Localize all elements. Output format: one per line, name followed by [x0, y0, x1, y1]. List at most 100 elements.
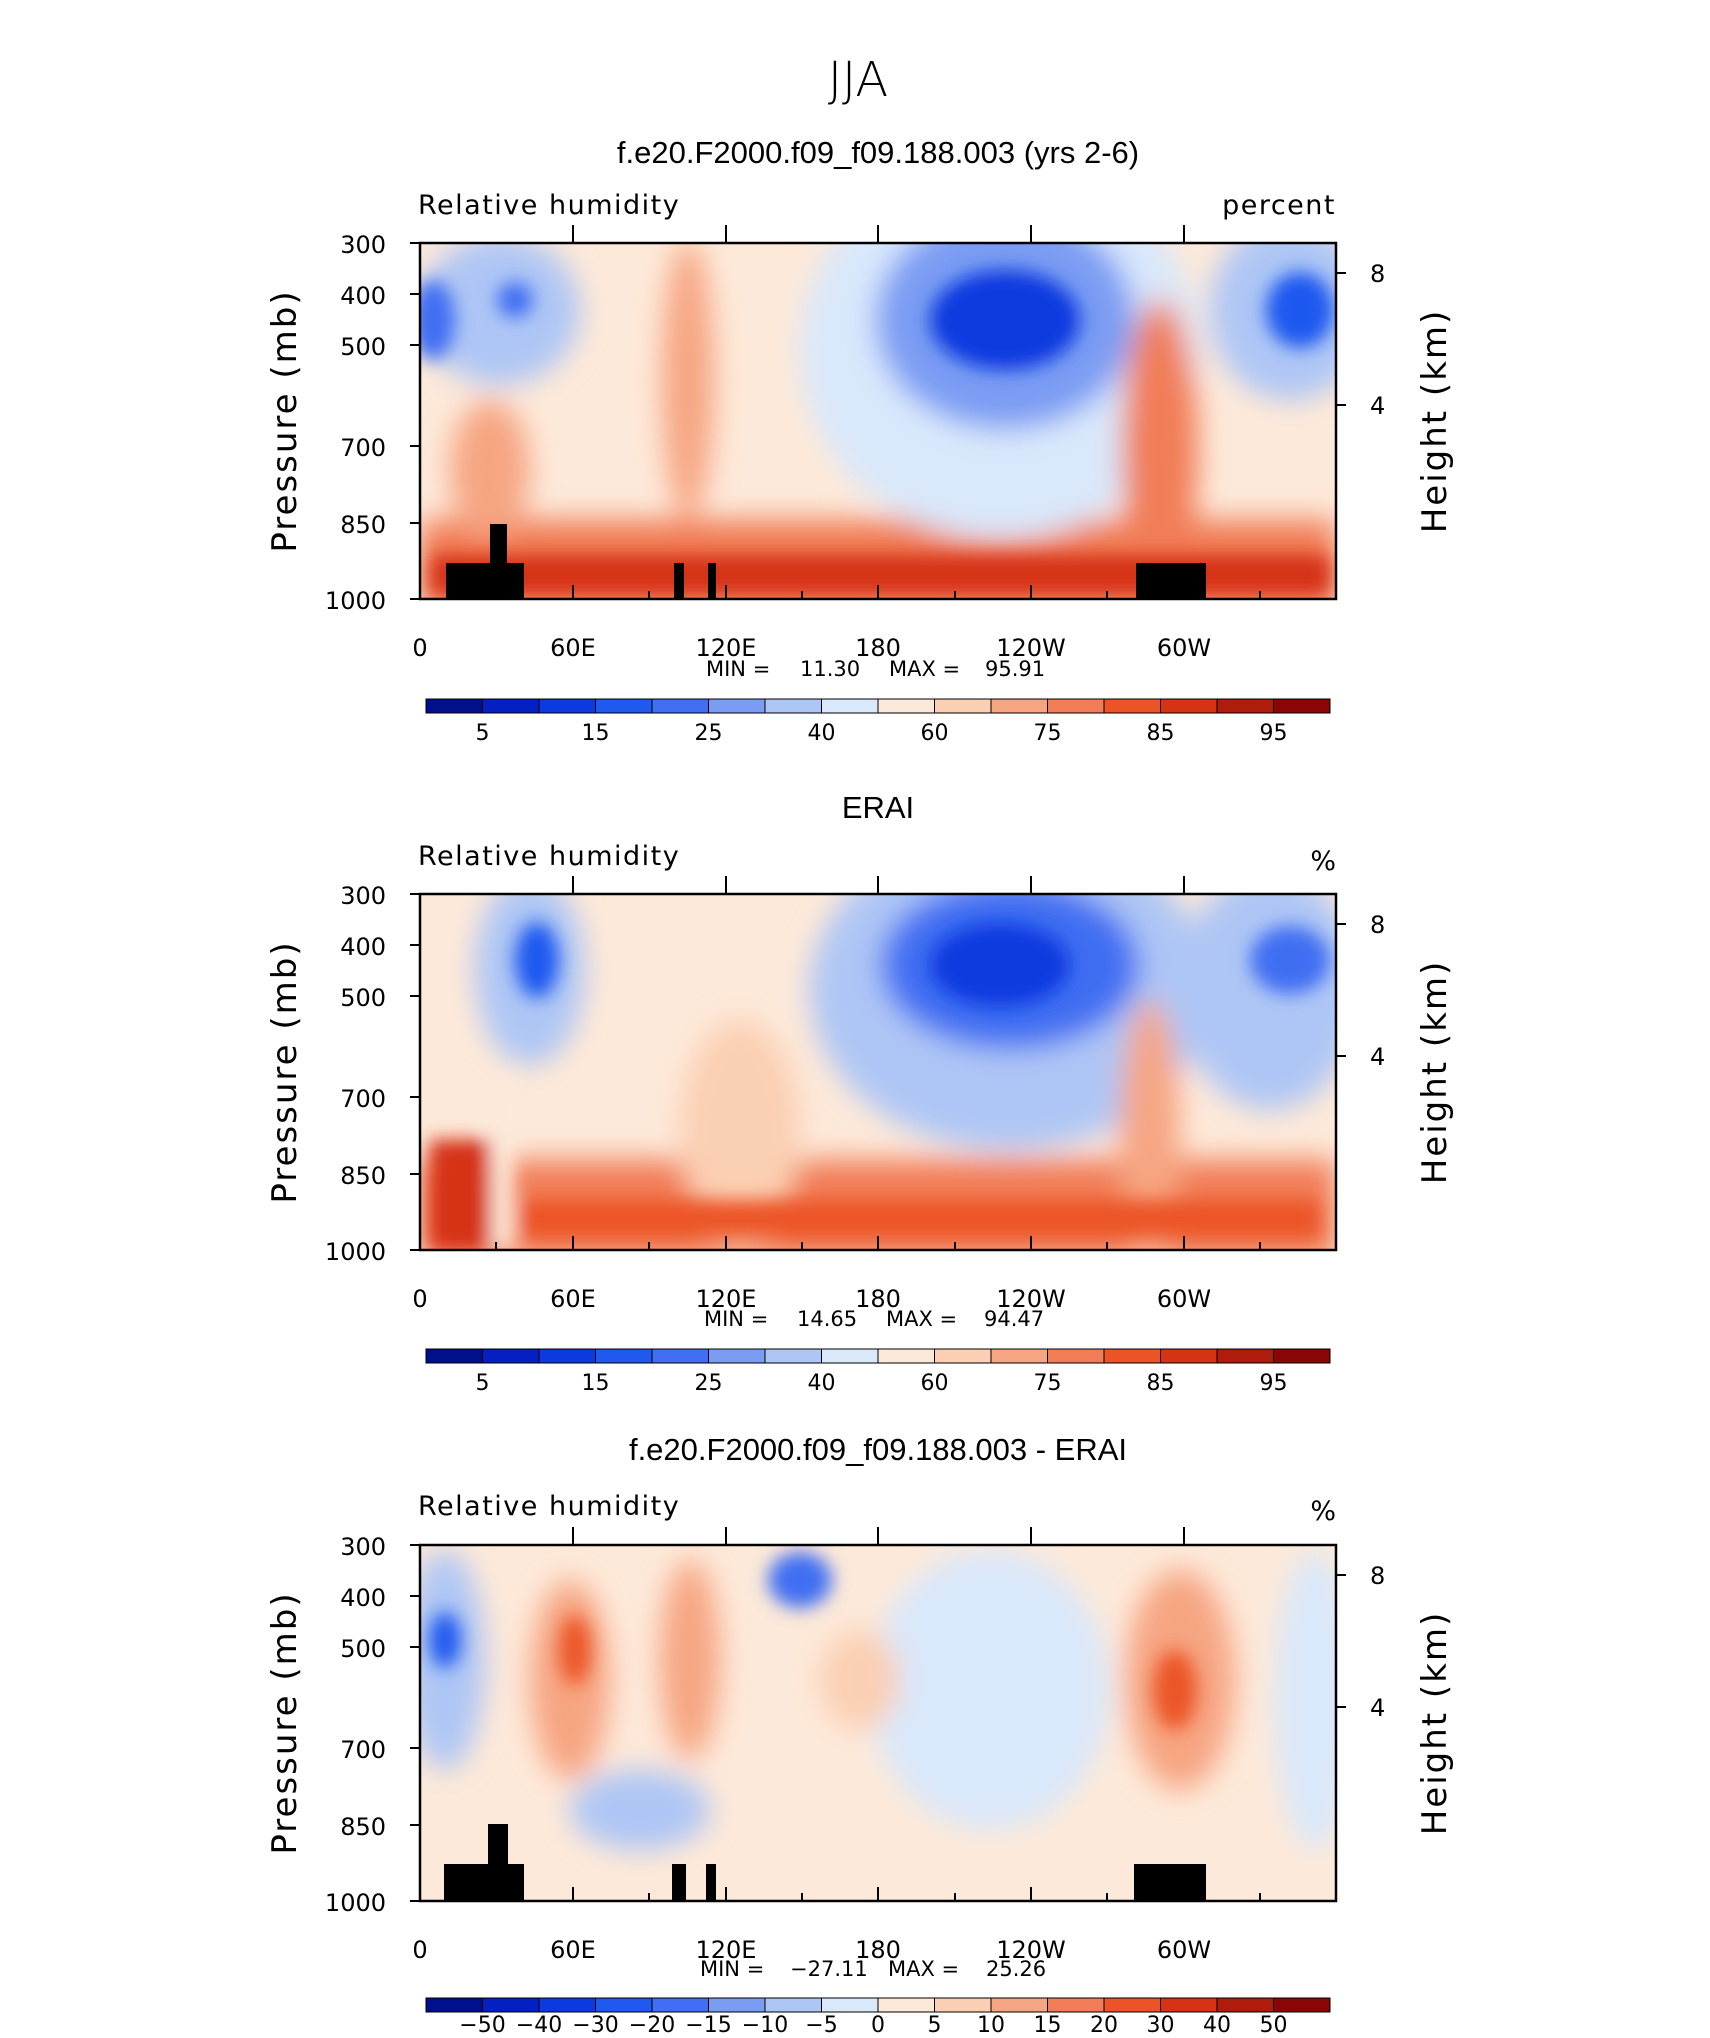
- x-axis: 0 60E 120E 180 120W 60W: [412, 634, 1211, 662]
- dry-core-pacific: [930, 270, 1080, 370]
- colorbar-box: [1160, 1997, 1218, 2013]
- x-tick-label: 60E: [550, 634, 596, 662]
- terrain-mask: [444, 1824, 1206, 1901]
- y-right-tick: 8: [1370, 260, 1385, 288]
- y-tick-label: 400: [340, 933, 386, 961]
- contour-field: [420, 894, 1336, 1250]
- y-right-tick: 8: [1370, 911, 1385, 939]
- panel-title: ERAI: [842, 790, 914, 825]
- y-axis-left: 300 400 500 700 850 1000: [325, 1533, 386, 1917]
- x-tick-label: 60W: [1157, 634, 1211, 662]
- max-label: MAX =: [889, 657, 960, 681]
- moist-bl-core: [520, 1200, 1320, 1238]
- dry-core-west: [515, 922, 559, 998]
- y-tick-label: 850: [340, 1813, 386, 1841]
- colorbar-label: −15: [685, 2013, 731, 2038]
- y-tick-label: 700: [340, 434, 386, 462]
- colorbar-label: 50: [1260, 2013, 1288, 2038]
- x-tick-label: 180: [855, 1936, 901, 1964]
- colorbar-box: [538, 698, 596, 714]
- y-tick-label: 400: [340, 282, 386, 310]
- colorbar-box: [425, 1997, 483, 2013]
- min-label: MIN =: [704, 1307, 768, 1331]
- colorbar-label: 20: [1090, 2013, 1118, 2038]
- x-ticks: [419, 876, 1261, 1250]
- colorbar-label: 30: [1147, 2013, 1175, 2038]
- y-tick-label: 700: [340, 1736, 386, 1764]
- x-tick-label: 180: [855, 634, 901, 662]
- y-tick-label: 500: [340, 1635, 386, 1663]
- colorbar-label: 15: [582, 721, 610, 746]
- colorbar-box: [1216, 698, 1274, 714]
- left-label: Relative humidity: [418, 841, 680, 872]
- colorbar-box: [1216, 1997, 1274, 2013]
- colorbar: 5 15 25 40 60 75 85 95: [425, 1348, 1331, 1396]
- colorbar-label: −5: [805, 2013, 837, 2038]
- panel-title: f.e20.F2000.f09_f09.188.003 (yrs 2-6): [617, 135, 1139, 170]
- moist-column-americas: [1122, 300, 1198, 599]
- colorbar-box: [821, 1348, 879, 1364]
- x-ticks: [419, 225, 1261, 599]
- y-axis-label: Pressure (mb): [265, 289, 305, 552]
- dry-core-west: [497, 282, 533, 318]
- colorbar-label: 5: [928, 2013, 942, 2038]
- y-ticks: [410, 893, 1346, 1251]
- colorbar-box: [595, 1997, 653, 2013]
- pos-core-americas: [1153, 1650, 1197, 1730]
- left-label: Relative humidity: [418, 190, 680, 221]
- colorbar-box: [1103, 698, 1161, 714]
- neg-core-west: [429, 1612, 461, 1668]
- colorbar-label: −50: [459, 2013, 505, 2038]
- max-label: MAX =: [886, 1307, 957, 1331]
- min-value: −27.11: [790, 1957, 868, 1981]
- colorbar-box: [425, 1348, 483, 1364]
- colorbar-box: [934, 698, 992, 714]
- colorbar-box: [1273, 698, 1331, 714]
- figure-title: JJA: [828, 52, 888, 108]
- colorbar-box: [990, 1997, 1048, 2013]
- dry-region-west: [420, 243, 580, 385]
- y-tick-label: 850: [340, 1162, 386, 1190]
- min-max-line: MIN = 11.30 MAX = 95.91: [706, 657, 1045, 681]
- neg-region-east: [1275, 1550, 1336, 1850]
- x-tick-label: 60E: [550, 1936, 596, 1964]
- colorbar-label: 25: [695, 721, 723, 746]
- colorbar-box: [821, 1997, 879, 2013]
- colorbar-box: [595, 698, 653, 714]
- y-axis-label: Pressure (mb): [265, 1591, 305, 1854]
- pos-core-africa: [559, 1615, 591, 1685]
- x-tick-label: 120W: [996, 1936, 1066, 1964]
- right-label: %: [1310, 846, 1336, 877]
- y-ticks: [410, 242, 1346, 600]
- colorbar-box: [425, 698, 483, 714]
- colorbar-label: 5: [476, 1371, 490, 1396]
- colorbar-label: 85: [1147, 721, 1175, 746]
- colorbar-box: [934, 1997, 992, 2013]
- right-label: %: [1310, 1496, 1336, 1527]
- contour-field: [420, 1545, 1336, 1901]
- pos-region-asia: [660, 1560, 720, 1760]
- colorbar-box: [651, 698, 709, 714]
- y-axis-label: Pressure (mb): [265, 940, 305, 1203]
- colorbar-label: 25: [695, 1371, 723, 1396]
- neg-core-upper: [768, 1552, 832, 1608]
- colorbar-box: [1160, 1348, 1218, 1364]
- colorbar-label: 75: [1034, 721, 1062, 746]
- colorbar-label: −30: [572, 2013, 618, 2038]
- y-axis-left: 300 400 500 700 850 1000: [325, 231, 386, 615]
- colorbar-label: −20: [629, 2013, 675, 2038]
- moist-column-americas: [1120, 1000, 1180, 1250]
- y-right-tick: 8: [1370, 1562, 1385, 1590]
- moist-column-asia: [680, 1020, 800, 1240]
- colorbar-label: −40: [516, 2013, 562, 2038]
- x-tick-label: 60E: [550, 1285, 596, 1313]
- colorbar-box: [1047, 698, 1105, 714]
- y-tick-label: 1000: [325, 587, 386, 615]
- max-value: 95.91: [985, 657, 1045, 681]
- colorbar-label: 5: [476, 721, 490, 746]
- colorbar-label: 85: [1147, 1371, 1175, 1396]
- colorbar-label: 40: [808, 1371, 836, 1396]
- colorbar-box: [990, 698, 1048, 714]
- moist-column-asia: [662, 243, 714, 520]
- colorbar-label: 95: [1260, 721, 1288, 746]
